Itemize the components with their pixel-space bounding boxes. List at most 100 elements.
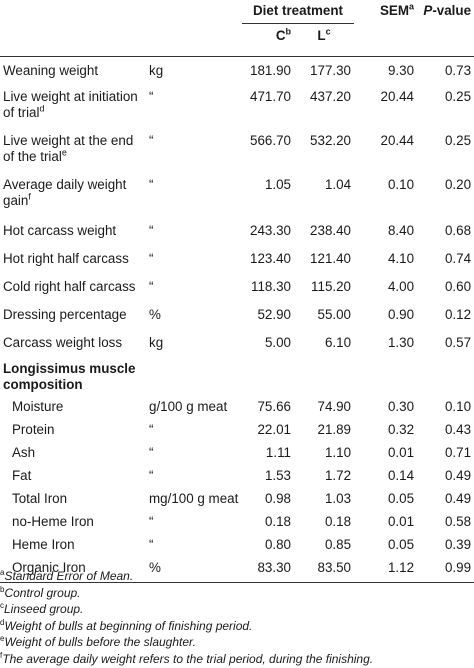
- cell-c: 0.18: [264, 514, 291, 529]
- cell-sem: 0.05: [387, 537, 415, 552]
- cell-c: 566.70: [250, 133, 291, 148]
- cell-l: 1.04: [324, 177, 352, 192]
- cell-l: 21.89: [317, 422, 352, 437]
- cell-p: 0.71: [444, 445, 472, 460]
- table-row: Hot carcass weight “ 243.30 238.40 8.40 …: [0, 217, 474, 245]
- results-table: Diet treatment SEMa P-value Cb Lc Weanin…: [0, 0, 474, 583]
- cell-sem: 0.32: [387, 422, 415, 437]
- table-row: Cold right half carcass “ 118.30 115.20 …: [0, 273, 474, 301]
- row-label: Protein: [12, 422, 55, 437]
- row-unit: “: [149, 251, 154, 266]
- footnote: cLinseed group.: [0, 601, 84, 617]
- row-unit: “: [149, 468, 154, 483]
- table-row: Ash “ 1.11 1.10 0.01 0.71: [0, 444, 474, 467]
- cell-sem: 1.30: [387, 335, 415, 350]
- cell-p: 0.74: [444, 251, 472, 266]
- table-row: Average daily weight gainf “ 1.05 1.04 0…: [0, 173, 474, 217]
- cell-l: 83.50: [294, 559, 355, 583]
- row-label: Ash: [12, 445, 36, 460]
- table-row: Live weight at initiation of triald “ 47…: [0, 85, 474, 129]
- footnotes: aStandard Error of Mean. bControl group.…: [0, 568, 474, 668]
- cell-c: 243.30: [250, 223, 291, 238]
- row-label: Moisture: [12, 399, 64, 414]
- row-unit: “: [149, 422, 154, 437]
- cell-l: 121.40: [310, 251, 352, 266]
- cell-sem: 4.00: [387, 279, 415, 294]
- cell-sem: 9.30: [387, 63, 415, 78]
- cell-c: 75.66: [257, 399, 291, 414]
- diet-treatment-header: Diet treatment: [242, 0, 355, 24]
- cell-p: 0.25: [444, 133, 472, 148]
- cell-l: 1.72: [324, 468, 352, 483]
- table-row: Organic Iron % 83.30 83.50 1.12 0.99: [0, 559, 474, 583]
- cell-l: 0.18: [324, 514, 352, 529]
- row-unit: “: [149, 133, 154, 148]
- table-row: Dressing percentage % 52.90 55.00 0.90 0…: [0, 301, 474, 329]
- cell-sem: 4.10: [387, 251, 415, 266]
- cell-c: 1.53: [264, 468, 291, 483]
- section-title: Longissimus muscle composition: [3, 361, 136, 392]
- row-unit: “: [149, 89, 154, 104]
- table-row: Live weight at the end of the triale “ 5…: [0, 129, 474, 173]
- cell-l: 532.20: [310, 133, 352, 148]
- cell-p: 0.99: [417, 559, 474, 583]
- table-row: Weaning weight kg 181.90 177.30 9.30 0.7…: [0, 57, 474, 86]
- cell-p: 0.49: [444, 491, 472, 506]
- cell-sem: 0.10: [387, 177, 415, 192]
- section-header-row: Longissimus muscle composition: [0, 357, 474, 398]
- footnote: dWeight of bulls at beginning of finishi…: [0, 617, 253, 633]
- cell-l: 0.85: [324, 537, 352, 552]
- row-unit: “: [149, 514, 154, 529]
- header-row-2: Cb Lc: [0, 23, 474, 57]
- cell-c: 1.05: [264, 177, 291, 192]
- cell-c: 1.11: [265, 445, 291, 460]
- footnote: fThe average daily weight refers to the …: [0, 650, 374, 666]
- row-label: Hot right half carcass: [3, 251, 129, 266]
- cell-sem: 8.40: [387, 223, 415, 238]
- cell-l: 1.03: [324, 491, 352, 506]
- cell-l: 6.10: [324, 335, 352, 350]
- row-unit: “: [149, 177, 154, 192]
- row-unit: %: [146, 559, 242, 583]
- table-container: Diet treatment SEMa P-value Cb Lc Weanin…: [0, 0, 474, 583]
- table-row: Protein “ 22.01 21.89 0.32 0.43: [0, 421, 474, 444]
- footnote: eWeight of bulls before the slaughter.: [0, 634, 196, 650]
- row-label: Total Iron: [12, 491, 68, 506]
- cell-c: 22.01: [257, 422, 291, 437]
- cell-c: 181.90: [250, 63, 291, 78]
- cell-p: 0.20: [444, 177, 472, 192]
- row-unit: %: [149, 307, 161, 322]
- row-unit: “: [149, 223, 154, 238]
- table-row: Hot right half carcass “ 123.40 121.40 4…: [0, 245, 474, 273]
- table-row: Heme Iron “ 0.80 0.85 0.05 0.39: [0, 536, 474, 559]
- footnote: aStandard Error of Mean.: [0, 568, 134, 584]
- sem-header: SEMa: [379, 1, 415, 18]
- cell-c: 83.30: [242, 559, 294, 583]
- cell-sem: 0.30: [387, 399, 415, 414]
- cell-p: 0.43: [444, 422, 472, 437]
- cell-c: 0.98: [264, 491, 291, 506]
- cell-p: 0.49: [444, 468, 472, 483]
- cell-sem: 20.44: [380, 133, 415, 148]
- row-label: Carcass weight loss: [3, 335, 123, 350]
- cell-sem: 0.90: [387, 307, 415, 322]
- cell-l: 437.20: [310, 89, 352, 104]
- cell-l: 74.90: [317, 399, 352, 414]
- cell-p: 0.25: [444, 89, 472, 104]
- table-row: Moisture g/100 g meat 75.66 74.90 0.30 0…: [0, 398, 474, 421]
- p-value-header: P-value: [423, 3, 472, 18]
- row-label: Average daily weight gainf: [3, 177, 127, 208]
- row-unit: “: [149, 537, 154, 552]
- cell-p: 0.60: [444, 279, 472, 294]
- cell-p: 0.73: [444, 63, 472, 78]
- row-label: no-Heme Iron: [12, 514, 94, 529]
- cell-l: 115.20: [311, 279, 352, 294]
- row-unit: “: [149, 445, 154, 460]
- row-unit: kg: [149, 335, 164, 350]
- cell-c: 5.00: [264, 335, 291, 350]
- row-unit: g/100 g meat: [149, 399, 228, 414]
- row-label: Live weight at initiation of triald: [3, 89, 138, 120]
- row-label: Dressing percentage: [3, 307, 127, 322]
- cell-p: 0.10: [444, 399, 472, 414]
- row-label: Hot carcass weight: [3, 223, 117, 238]
